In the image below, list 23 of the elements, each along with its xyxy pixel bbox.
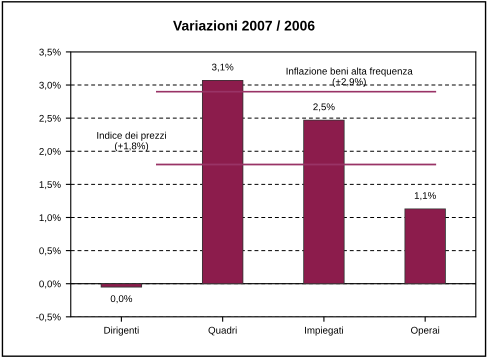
ref-line-label: Indice dei prezzi (+1,8%) (97, 132, 166, 152)
y-tick-label: 0,5% (39, 247, 61, 256)
y-tick-label: 2,0% (39, 148, 61, 156)
bar (100, 283, 142, 288)
y-tick-label: 1,0% (40, 214, 61, 222)
y-tick-label: 2,5% (39, 114, 61, 123)
bar (202, 80, 244, 284)
x-tick-label: Quadri (208, 326, 237, 336)
y-tick-label: 1,5% (40, 181, 61, 190)
x-tick-label: Impiegati (305, 326, 343, 336)
bar (404, 208, 446, 284)
data-label: 2,5% (313, 103, 335, 112)
y-tick-label: 3,5% (39, 48, 61, 57)
data-label: 3,1% (212, 64, 234, 72)
x-tick-label: Dirigenti (104, 326, 139, 336)
y-tick-label: 3,0% (39, 82, 61, 90)
data-label: 0,0% (110, 295, 132, 304)
bar (303, 120, 345, 284)
x-tick-label: Operai (411, 326, 440, 336)
y-tick-label: 0,0% (39, 280, 61, 288)
data-label: 1,1% (414, 192, 436, 200)
y-tick-label: -0,5% (36, 314, 61, 322)
chart-title: Variazioni 2007 / 2006 (173, 20, 315, 31)
